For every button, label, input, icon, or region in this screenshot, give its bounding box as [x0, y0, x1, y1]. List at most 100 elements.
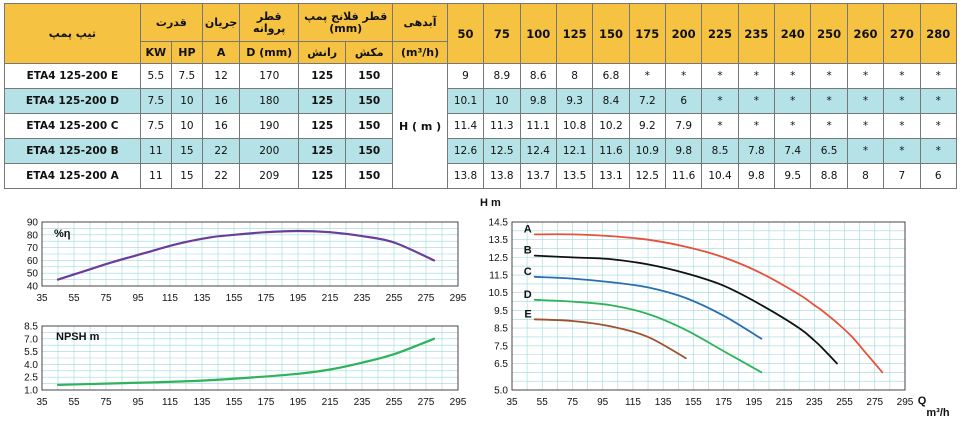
head-value-cell: 7.4: [774, 138, 812, 164]
header-flow-point: 50: [446, 3, 485, 64]
model-cell: ETA4 125-200 D: [4, 88, 141, 114]
header-flow-point: 175: [628, 3, 666, 64]
head-value-cell: 11.1: [519, 113, 557, 139]
header-impeller-unit: D (mm): [239, 41, 300, 64]
current-cell: 16: [201, 88, 241, 114]
x-tick-label: 55: [68, 397, 80, 408]
y-tick-label: 1.0: [24, 386, 38, 397]
current-cell: 22: [201, 163, 241, 189]
x-axis-label: Q: [918, 395, 927, 407]
series-line: [533, 298, 763, 374]
plot-frame: [511, 221, 906, 391]
kw-cell: 7.5: [139, 88, 172, 114]
x-tick-label: 235: [354, 397, 371, 408]
x-tick-label: 35: [506, 397, 518, 408]
x-tick-label: 295: [897, 397, 914, 408]
head-value-cell: 12.4: [519, 138, 557, 164]
x-tick-label: 75: [567, 397, 579, 408]
x-tick-label: 235: [806, 397, 823, 408]
x-tick-label: 295: [450, 293, 467, 304]
x-tick-label: 155: [226, 293, 243, 304]
x-tick-label: 35: [36, 293, 48, 304]
impeller-cell: 200: [239, 138, 300, 164]
x-tick-label: 295: [450, 397, 467, 408]
head-value-cell: 9.3: [555, 88, 594, 114]
x-tick-label: 115: [162, 397, 178, 408]
y-tick-label: 2.5: [24, 373, 38, 384]
header-flow-point: 225: [701, 3, 739, 64]
table-body: ETA4 125-200 E 5.5 7.5 12 170 125 150 H ( m ) 9 8…: [4, 63, 957, 189]
head-value-cell: *: [846, 113, 885, 139]
current-cell: 16: [201, 113, 241, 139]
header-flow-label: آبدهی: [403, 15, 437, 29]
x-tick-label: 135: [194, 293, 211, 304]
head-label-cell: H ( m ): [392, 63, 448, 189]
x-tick-label: 195: [290, 397, 307, 408]
x-tick-label: 175: [715, 397, 732, 408]
head-value-cell: 11.4: [446, 113, 485, 139]
head-value-cell: 13.8: [483, 163, 521, 189]
series-label: B: [524, 245, 532, 257]
x-tick-label: 235: [354, 293, 371, 304]
y-tick-label: 90: [27, 218, 39, 229]
header-pump-type: تیپ پمپ: [4, 3, 141, 64]
head-value-cell: 9.5: [774, 163, 812, 189]
y-tick-label: 6.5: [494, 359, 508, 370]
x-tick-label: 95: [597, 397, 609, 408]
series-line: [533, 275, 763, 340]
kw-cell: 5.5: [139, 63, 172, 89]
discharge-cell: 125: [298, 163, 347, 189]
x-tick-label: 95: [132, 293, 144, 304]
x-tick-label: 215: [776, 397, 793, 408]
y-tick-label: 14.5: [489, 218, 509, 229]
table-row: ETA4 125-200 E 5.5 7.5 12 170 125 150 H ( m ) 9 8…: [4, 63, 957, 189]
y-tick-label: 12.5: [489, 253, 509, 264]
y-tick-label: 5.0: [494, 386, 508, 397]
x-tick-label: 275: [418, 397, 435, 408]
series-line: [533, 254, 838, 365]
y-tick-label: 70: [27, 243, 39, 254]
x-tick-label: 215: [322, 397, 339, 408]
header-flow-unit: (m³/h): [392, 41, 448, 64]
head-value-cell: *: [701, 63, 739, 89]
y-tick-label: 80: [27, 230, 39, 241]
y-tick-label: 9.5: [494, 306, 508, 317]
x-tick-label: 135: [194, 397, 211, 408]
x-tick-label: 75: [100, 293, 112, 304]
header-flow-point: 200: [664, 3, 703, 64]
head-value-cell: 6: [919, 163, 957, 189]
head-value-cell: 8.8: [810, 163, 848, 189]
table-row: ETA4 125-200 A 11 15 22 209 125 150 13.8 13.8 13.…: [4, 163, 957, 189]
head-value-cell: 8.5: [701, 138, 739, 164]
head-value-cell: *: [701, 88, 739, 114]
x-tick-label: 215: [322, 293, 339, 304]
table-row: ETA4 125-200 B 11 15 22 200 125 150 12.6 12.5 12.…: [4, 138, 957, 164]
impeller-cell: 180: [239, 88, 300, 114]
y-axis-label: H m: [480, 197, 501, 209]
x-tick-label: 155: [226, 397, 243, 408]
x-tick-label: 175: [258, 397, 275, 408]
hp-cell: 15: [170, 163, 203, 189]
y-tick-label: 8.5: [494, 324, 508, 335]
head-value-cell: 12.1: [555, 138, 594, 164]
header-flow-point: 260: [846, 3, 885, 64]
head-value-cell: 6.5: [810, 138, 848, 164]
impeller-cell: 190: [239, 113, 300, 139]
head-flow-chart: 35 55 75 95 115 135 155 175 195 215 235 255 275 295 5.…: [480, 197, 950, 419]
head-value-cell: 6: [664, 88, 703, 114]
y-tick-label: 5.5: [24, 347, 38, 358]
y-tick-label: 7.5: [494, 341, 508, 352]
head-value-cell: 8.4: [592, 88, 630, 114]
head-value-cell: 7.8: [737, 138, 776, 164]
x-tick-label: 255: [386, 397, 403, 408]
hp-cell: 10: [170, 88, 203, 114]
head-value-cell: 9: [446, 63, 485, 89]
header-flow-point: 150: [592, 3, 630, 64]
y-tick-label: 8.5: [24, 322, 38, 333]
head-value-cell: 12.5: [628, 163, 666, 189]
header-power-hp: HP: [170, 41, 203, 64]
head-value-cell: 12.6: [446, 138, 485, 164]
header-flow-point: 125: [555, 3, 594, 64]
x-axis-unit: m³/h: [926, 407, 950, 419]
